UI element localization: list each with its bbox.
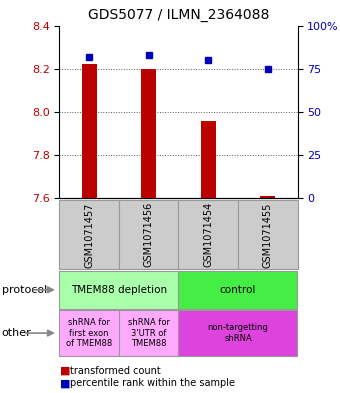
Text: transformed count: transformed count — [70, 366, 160, 376]
Text: non-targetting
shRNA: non-targetting shRNA — [207, 323, 269, 343]
Text: percentile rank within the sample: percentile rank within the sample — [70, 378, 235, 388]
Title: GDS5077 / ILMN_2364088: GDS5077 / ILMN_2364088 — [88, 8, 269, 22]
Text: TMEM88 depletion: TMEM88 depletion — [71, 285, 167, 295]
Bar — [260, 196, 275, 198]
Text: GSM1071457: GSM1071457 — [84, 202, 94, 268]
Bar — [82, 64, 97, 198]
Text: GSM1071454: GSM1071454 — [203, 202, 213, 268]
Text: other: other — [2, 328, 31, 338]
Text: ■: ■ — [59, 366, 70, 376]
Text: control: control — [220, 285, 256, 295]
Bar — [141, 69, 156, 198]
Bar — [201, 121, 216, 198]
Text: shRNA for
first exon
of TMEM88: shRNA for first exon of TMEM88 — [66, 318, 113, 348]
Text: GSM1071456: GSM1071456 — [144, 202, 154, 268]
Text: ■: ■ — [59, 378, 70, 388]
Text: GSM1071455: GSM1071455 — [263, 202, 273, 268]
Text: shRNA for
3'UTR of
TMEM88: shRNA for 3'UTR of TMEM88 — [128, 318, 170, 348]
Text: protocol: protocol — [2, 285, 47, 295]
